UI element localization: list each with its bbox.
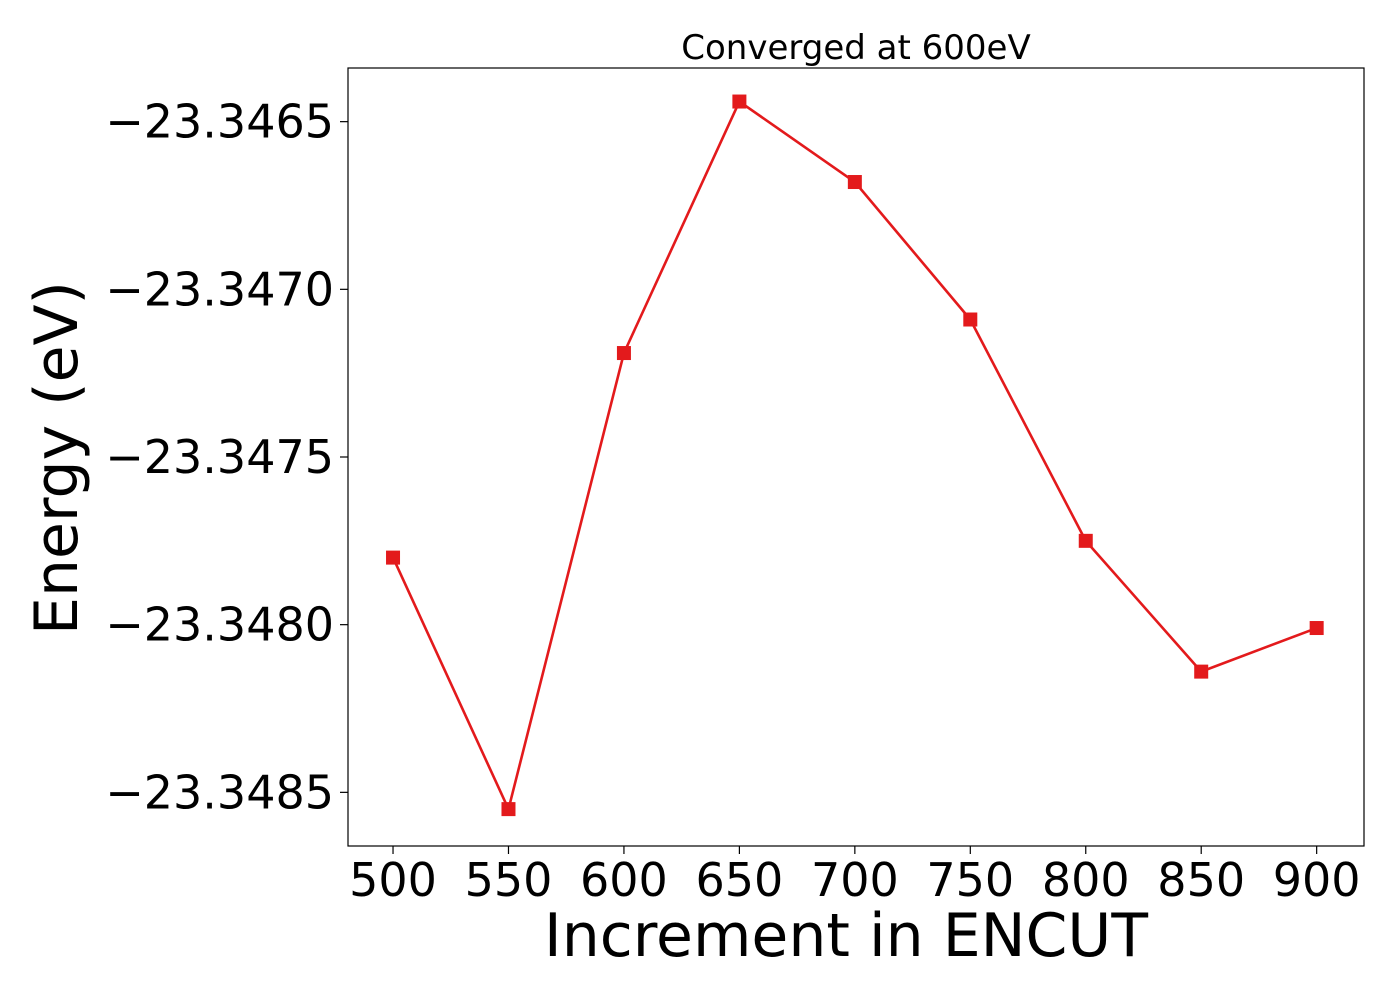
x-tick-label: 500	[349, 853, 437, 907]
y-axis-label: Energy (eV)	[22, 281, 92, 635]
y-axis: −23.3465 −23.3470 −23.3475 −23.3480 −23.3485	[105, 95, 348, 819]
data-point-marker	[963, 312, 978, 327]
data-point-marker	[616, 346, 631, 361]
x-tick-label: 750	[926, 853, 1014, 907]
x-axis-label: Increment in ENCUT	[544, 901, 1148, 971]
y-tick-label: −23.3480	[105, 598, 334, 652]
data-point-marker	[1078, 533, 1093, 548]
x-tick-label: 550	[465, 853, 553, 907]
chart-title: Converged at 600eV	[681, 28, 1030, 68]
data-point-marker	[1194, 664, 1209, 679]
series-layer	[386, 94, 1324, 817]
x-tick-label: 800	[1042, 853, 1130, 907]
data-point-marker	[386, 550, 401, 565]
x-axis: 500 550 600 650 700 750 800 850 900	[349, 846, 1361, 907]
y-tick-label: −23.3465	[105, 95, 334, 149]
x-tick-label: 600	[580, 853, 668, 907]
data-point-marker	[1309, 621, 1324, 636]
y-tick-label: −23.3470	[105, 262, 334, 316]
x-tick-label: 700	[811, 853, 899, 907]
x-tick-label: 650	[695, 853, 783, 907]
y-tick-label: −23.3475	[105, 430, 334, 484]
data-point-marker	[501, 802, 516, 817]
x-tick-label: 850	[1157, 853, 1245, 907]
data-point-marker	[847, 175, 862, 190]
series-line	[391, 100, 1318, 811]
data-point-marker	[732, 94, 747, 109]
y-tick-label: −23.3485	[105, 765, 334, 819]
x-tick-label: 900	[1273, 853, 1361, 907]
